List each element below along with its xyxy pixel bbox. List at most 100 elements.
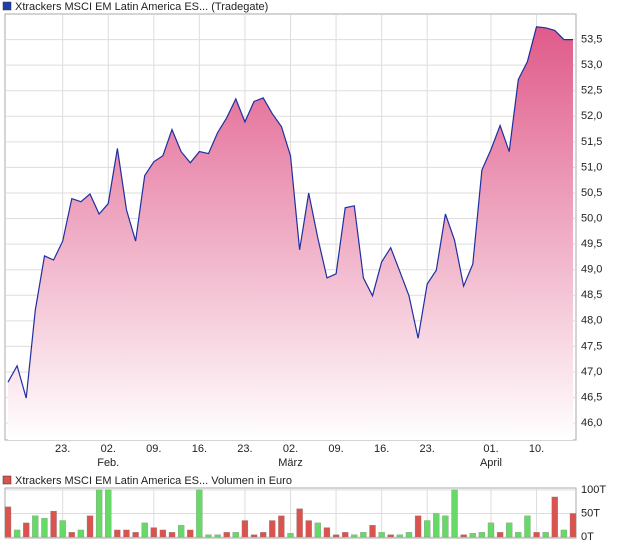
volume-bar (141, 522, 148, 538)
volume-bar (123, 529, 130, 538)
y-tick-label: 51,5 (581, 136, 602, 148)
legend-swatch (2, 475, 12, 485)
volume-bar (451, 489, 458, 538)
volume-bar (442, 515, 449, 538)
volume-bar (296, 508, 303, 538)
volume-bar (278, 515, 285, 538)
volume-bar (32, 515, 39, 538)
volume-bar (241, 520, 249, 538)
volume-bar (424, 520, 431, 538)
volume-bar (305, 520, 312, 538)
volume-bar (478, 532, 486, 538)
y-tick-label: 48,0 (581, 315, 602, 327)
x-tick-label: 02. (101, 443, 116, 455)
volume-bar (287, 533, 294, 538)
volume-bar (414, 515, 422, 538)
y-tick-label: 53,0 (581, 59, 602, 71)
volume-bar (50, 510, 57, 538)
volume-bar (68, 532, 75, 538)
y-tick-label: 52,0 (581, 110, 602, 122)
volume-bar (23, 522, 30, 538)
volume-bar (196, 489, 203, 538)
volume-bar (232, 532, 239, 538)
volume-bar (223, 532, 230, 538)
volume-bar (515, 532, 522, 538)
x-tick-label: 16. (374, 443, 389, 455)
x-tick-label: 02. (283, 443, 298, 455)
y-tick-label: 46,0 (581, 417, 602, 429)
y-tick-label: 50,5 (581, 187, 602, 199)
y-tick-label: 51,0 (581, 161, 602, 173)
volume-bar (433, 513, 440, 538)
volume-bar (132, 532, 139, 538)
volume-bar (506, 522, 513, 538)
volume-bar (342, 532, 349, 538)
volume-bar (41, 518, 48, 538)
volume-bar (105, 489, 112, 538)
y-tick-label: 47,5 (581, 340, 602, 352)
volume-bar (360, 532, 367, 538)
y-tick-label: 46,5 (581, 391, 602, 403)
volume-bar (13, 529, 21, 538)
x-tick-label: 23. (420, 443, 435, 455)
y-tick-label: 0T (581, 531, 594, 543)
x-tick-label: 01. (483, 443, 498, 455)
volume-bar (95, 489, 103, 538)
volume-bar (260, 532, 267, 538)
volume-bar (269, 520, 276, 538)
x-tick-label: 16. (192, 443, 207, 455)
y-tick-label: 100T (581, 484, 606, 496)
y-tick-label: 50,0 (581, 212, 602, 224)
x-tick-label: 23. (55, 443, 70, 455)
y-tick-label: 49,5 (581, 238, 602, 250)
volume-bar (369, 525, 376, 538)
price-area (8, 26, 573, 441)
volume-bar (332, 534, 340, 538)
x-tick-label: 10. (529, 443, 544, 455)
volume-bar (487, 522, 495, 538)
volume-bar (533, 532, 540, 538)
volume-bar (250, 534, 258, 538)
volume-bar (524, 515, 531, 538)
x-month-label: März (278, 457, 302, 469)
volume-bar (469, 533, 476, 538)
volume-bar (205, 534, 212, 538)
volume-bar (187, 529, 194, 538)
volume-bar (150, 527, 157, 538)
volume-bar (378, 532, 385, 538)
x-month-label: April (480, 457, 502, 469)
volume-bar (569, 513, 577, 538)
price-line (7, 26, 573, 399)
x-tick-label: 23. (237, 443, 252, 455)
x-month-label: Feb. (97, 457, 119, 469)
y-tick-label: 50T (581, 507, 600, 519)
y-tick-label: 52,5 (581, 85, 602, 97)
price-title: Xtrackers MSCI EM Latin America ES... (T… (15, 1, 268, 13)
x-tick-label: 09. (146, 443, 161, 455)
volume-bar (86, 515, 94, 538)
volume-bar (214, 534, 221, 538)
y-tick-label: 49,0 (581, 264, 602, 276)
x-tick-label: 09. (328, 443, 343, 455)
volume-bar (4, 506, 12, 538)
volume-bar (314, 522, 321, 538)
volume-bar (496, 532, 504, 538)
volume-bar (396, 534, 404, 538)
volume-title: Xtrackers MSCI EM Latin America ES... Vo… (15, 475, 292, 487)
volume-bar (323, 527, 331, 538)
legend-swatch (2, 1, 12, 11)
volume-bar (542, 532, 549, 538)
volume-bar (59, 520, 66, 538)
volume-bar (351, 534, 358, 538)
volume-bar (177, 525, 185, 538)
volume-bar (460, 534, 467, 538)
volume-bar (77, 529, 85, 538)
volume-bar (114, 529, 121, 538)
y-tick-label: 47,0 (581, 366, 602, 378)
volume-bar (405, 532, 413, 538)
volume-bar (168, 532, 176, 538)
volume-bar (387, 534, 394, 538)
volume-bar (159, 529, 167, 538)
